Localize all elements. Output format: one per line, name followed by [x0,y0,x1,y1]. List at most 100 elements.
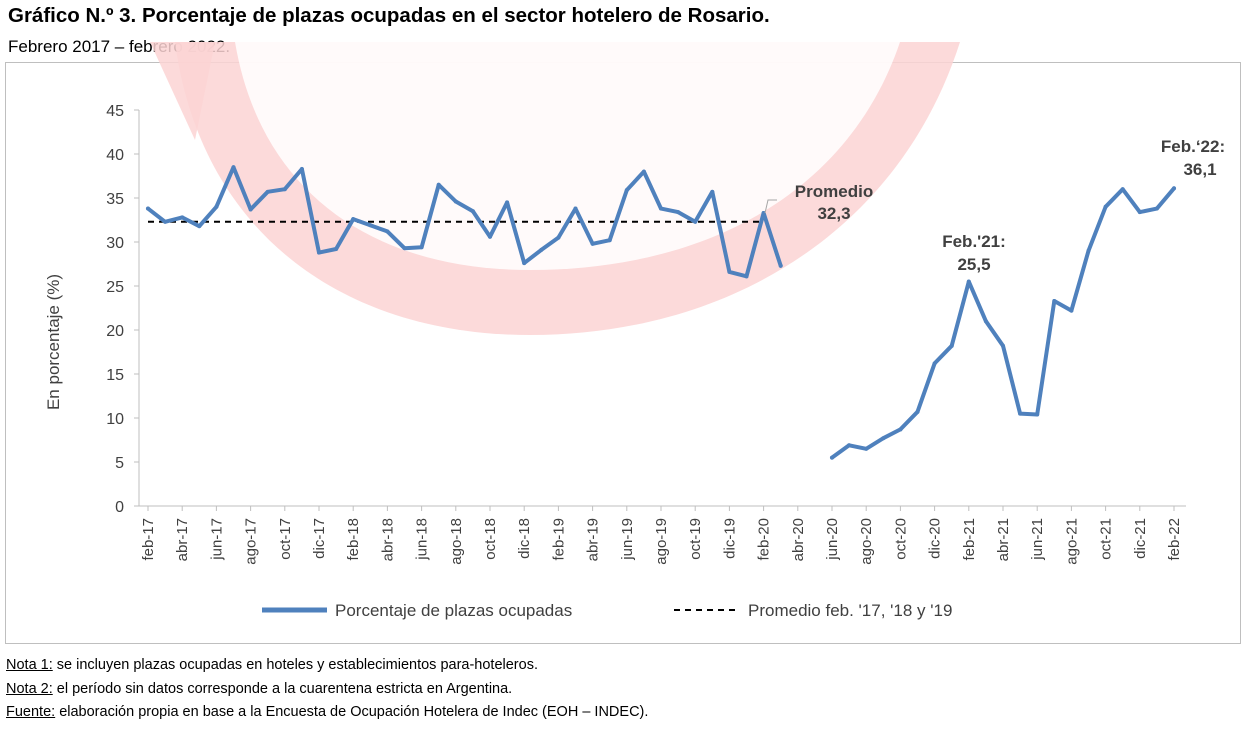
y-tick-label: 35 [106,191,124,208]
data-point [1103,204,1108,209]
data-point [231,165,236,170]
x-tick-label: feb-21 [961,518,978,561]
data-point [351,217,356,222]
x-tick-label: jun-18 [414,518,431,561]
data-point [710,189,715,194]
data-point [778,263,783,268]
data-point [334,247,339,252]
y-tick-label: 20 [106,323,124,340]
y-tick-label: 45 [106,103,124,120]
feb22-annotation-label: Feb.‘22: [1161,137,1225,156]
data-point [1137,210,1142,215]
data-point [744,274,749,279]
note-1-text: se incluyen plazas ocupadas en hoteles y… [52,657,538,673]
x-tick-label: oct-21 [1098,518,1115,560]
series-line-segment [146,165,783,279]
x-tick-label: ago-20 [858,518,875,565]
data-point [419,245,424,250]
data-point [539,247,544,252]
source-note: Fuente: elaboración propia en base a la … [6,701,648,725]
data-point [163,219,168,224]
x-tick-label: ago-19 [653,518,670,565]
data-point [1052,298,1057,303]
data-point [966,279,971,284]
data-point [830,455,834,460]
data-point [299,166,304,171]
data-point [932,361,937,366]
x-tick-label: abr-18 [379,518,396,561]
source-text: elaboración propia en base a la Encuesta… [55,704,649,720]
y-tick-label: 15 [106,367,124,384]
x-tick-label: feb-19 [550,518,567,561]
line-chart: 0 5 10 15 20 25 30 35 40 45 feb-17 abr-17 jun-17 ago-… [44,42,1225,620]
x-tick-label: dic-21 [1132,518,1149,559]
data-point [573,206,578,211]
series-line-segment [830,186,1176,460]
x-tick-label: ago-18 [448,518,465,565]
data-point [402,246,407,251]
data-point [1120,187,1125,192]
data-point [265,189,270,194]
series-layer [146,165,1176,460]
note-1: Nota 1: se incluyen plazas ocupadas en h… [6,654,648,678]
feb21-annotation-value: 25,5 [957,255,990,274]
x-tick-label: dic-17 [311,518,328,559]
y-tick-label: 30 [106,235,124,252]
data-point [607,238,612,243]
data-point [847,443,852,448]
legend-average-label: Promedio feb. '17, '18 y '19 [748,601,952,620]
x-tick-label: dic-19 [721,518,738,559]
note-1-label: Nota 1: [6,657,53,673]
data-point [915,409,920,414]
data-point [214,204,219,209]
data-point [505,200,510,205]
x-tick-label: oct-17 [277,518,294,560]
data-point [248,207,253,212]
data-point [197,224,202,229]
data-point [676,210,681,215]
x-tick-label: oct-20 [892,518,909,560]
x-tick-label: ago-17 [243,518,260,565]
data-point [590,241,595,246]
average-callout-leader [764,199,777,214]
data-point [659,206,663,211]
data-point [727,269,732,274]
data-point [624,188,629,193]
x-tick-label: abr-17 [174,518,191,561]
x-tick-label: jun-20 [824,518,841,561]
data-point [1086,248,1091,253]
x-tick-label: feb-20 [756,518,773,561]
data-point [1069,308,1074,313]
data-point [1154,206,1159,211]
x-tick-label: dic-20 [927,518,944,559]
x-tick-label: feb-18 [345,518,362,561]
x-tick-label: dic-18 [516,518,533,559]
y-tick-label: 0 [115,499,124,516]
data-point [282,187,287,192]
data-point [1018,411,1023,416]
x-tick-label: jun-19 [619,518,636,561]
data-point [1172,186,1176,191]
data-point [453,199,458,204]
x-tick-label: oct-18 [482,518,499,560]
note-2-text: el período sin datos corresponde a la cu… [52,680,513,697]
data-point [436,182,441,187]
data-point [898,427,903,432]
chart-title: Gráfico N.º 3. Porcentaje de plazas ocup… [8,4,770,27]
y-tick-label: 10 [106,411,124,428]
data-point [693,219,698,224]
feb21-annotation-label: Feb.'21: [942,232,1006,251]
feb22-annotation-value: 36,1 [1183,160,1216,179]
data-point [556,235,561,240]
x-tick-label: abr-19 [585,518,602,561]
x-tick-label: abr-20 [790,518,807,561]
average-annotation-label: Promedio [795,182,873,201]
watermark-logo [150,42,960,335]
annotations: Promedio 32,3 Feb.'21: 25,5 Feb.‘22: 36,1 [764,137,1225,274]
y-axis-title: En porcentaje (%) [44,274,63,410]
x-tick-label: jun-21 [1029,518,1046,561]
data-point [368,223,373,228]
x-tick-label: oct-19 [687,518,704,560]
y-tick-label: 40 [106,147,124,164]
data-point [488,234,492,239]
